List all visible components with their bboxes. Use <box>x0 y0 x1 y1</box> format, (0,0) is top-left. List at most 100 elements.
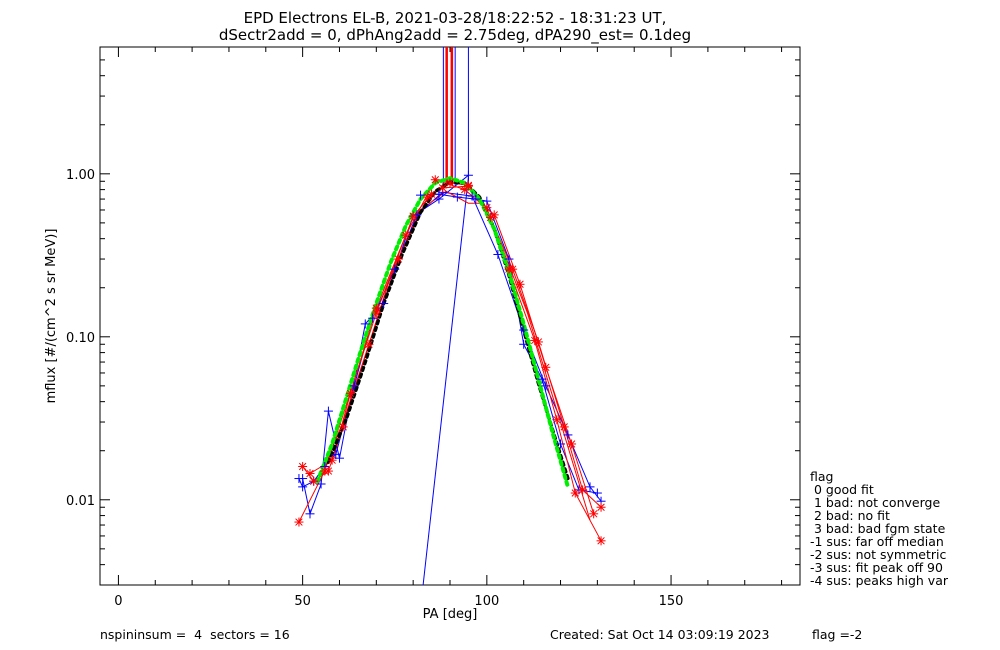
marker-stroke <box>298 462 307 471</box>
data-point <box>323 466 333 476</box>
flag-legend: flag 0 good fit 1 bad: not converge 2 ba… <box>810 469 949 588</box>
marker-stroke <box>409 212 417 220</box>
x-tick-label: 150 <box>659 594 684 609</box>
marker-stroke <box>516 280 524 289</box>
y-tick-label: 0.01 <box>66 494 95 509</box>
marker-stroke <box>427 190 436 198</box>
marker-stroke <box>328 456 336 464</box>
data-point <box>298 462 308 472</box>
data-point <box>556 439 566 449</box>
data-point <box>460 185 470 195</box>
marker-stroke <box>534 338 543 346</box>
marker-stroke <box>394 255 403 263</box>
data-point <box>305 509 315 519</box>
data-point <box>305 468 315 478</box>
data-point <box>438 183 448 193</box>
x-axis-label: PA [deg] <box>423 607 478 622</box>
data-point <box>596 502 606 512</box>
footer-flag: flag =-2 <box>812 627 862 642</box>
y-tick-label: 1.00 <box>66 168 95 183</box>
reference-lines <box>442 47 469 186</box>
legend-entry: -4 sus: peaks high var <box>810 573 949 588</box>
marker-stroke <box>560 423 568 431</box>
data-point <box>316 479 326 489</box>
series-line <box>422 177 469 585</box>
data-point <box>294 474 304 484</box>
data-point <box>489 210 499 220</box>
chart-title-line1: EPD Electrons EL-B, 2021-03-28/18:22:52 … <box>244 9 667 27</box>
data-point <box>567 439 577 449</box>
data-point <box>589 509 599 519</box>
data-point <box>371 303 381 313</box>
legend-entry: 1 bad: not converge <box>810 495 940 510</box>
data-point <box>541 381 551 391</box>
data-point <box>541 362 551 372</box>
axis-ticks: 0 50 100 150 0.01 0.10 1.00 <box>66 46 800 609</box>
plot-frame <box>99 46 801 586</box>
data-point <box>530 335 540 345</box>
data-point <box>563 430 573 440</box>
marker-stroke <box>306 469 314 478</box>
data-point <box>515 279 525 289</box>
legend-entry: -2 sus: not symmetric <box>810 547 946 562</box>
data-point <box>298 482 308 492</box>
data-point <box>537 374 547 384</box>
legend-entry: -3 sus: fit peak off 90 <box>810 560 943 575</box>
y-axis-label: mflux [#/(cm^2 s sr MeV)] <box>44 229 59 404</box>
data-point <box>294 517 304 527</box>
data-point <box>368 313 378 323</box>
x-tick-label: 100 <box>474 594 499 609</box>
data-point <box>519 339 529 349</box>
data-point <box>408 211 418 221</box>
chart-title-line2: dSectr2add = 0, dPhAng2add = 2.75deg, dP… <box>219 26 691 45</box>
marker-stroke <box>446 179 454 187</box>
data-point <box>379 299 389 309</box>
data-point <box>493 249 503 259</box>
legend-entry: 0 good fit <box>810 482 874 497</box>
data-point <box>423 192 433 202</box>
marker-stroke <box>424 193 432 201</box>
data-point <box>533 337 543 347</box>
data-point <box>331 449 341 459</box>
series-line <box>298 185 602 542</box>
data-point <box>508 264 518 274</box>
marker-stroke <box>438 184 447 192</box>
data-point <box>390 264 400 274</box>
marker-stroke <box>324 467 333 475</box>
marker-stroke <box>365 340 373 348</box>
data-point <box>401 230 411 240</box>
marker-stroke <box>346 389 355 398</box>
marker-stroke <box>508 265 517 273</box>
marker-stroke <box>597 503 605 511</box>
data-point <box>578 485 588 495</box>
marker-stroke <box>567 440 576 448</box>
data-point <box>416 190 426 200</box>
data-point <box>596 536 606 546</box>
marker-stroke <box>309 477 318 485</box>
data-point <box>364 339 374 349</box>
data-point <box>434 194 444 204</box>
data-point <box>570 488 580 498</box>
data-point <box>552 415 562 425</box>
data-point <box>482 203 492 213</box>
data-point <box>349 381 359 391</box>
data-point <box>452 192 462 202</box>
legend-entry: 2 bad: no fit <box>810 508 890 523</box>
footer-nspin-sectors: nspininsum = 4 sectors = 16 <box>100 627 290 642</box>
data-point <box>393 254 403 264</box>
data-point <box>559 422 569 432</box>
marker-stroke <box>589 510 598 518</box>
series-line <box>315 176 570 489</box>
data-point <box>585 482 595 492</box>
marker-stroke <box>490 211 498 219</box>
series-layer <box>298 174 602 585</box>
marker-stroke <box>402 231 410 239</box>
marker-stroke <box>339 423 347 431</box>
data-point <box>346 388 356 398</box>
data-point <box>430 175 440 185</box>
marker-stroke <box>295 518 303 526</box>
marker-stroke <box>542 363 550 372</box>
marker-stroke <box>553 415 561 424</box>
y-tick-label: 0.10 <box>66 331 95 346</box>
